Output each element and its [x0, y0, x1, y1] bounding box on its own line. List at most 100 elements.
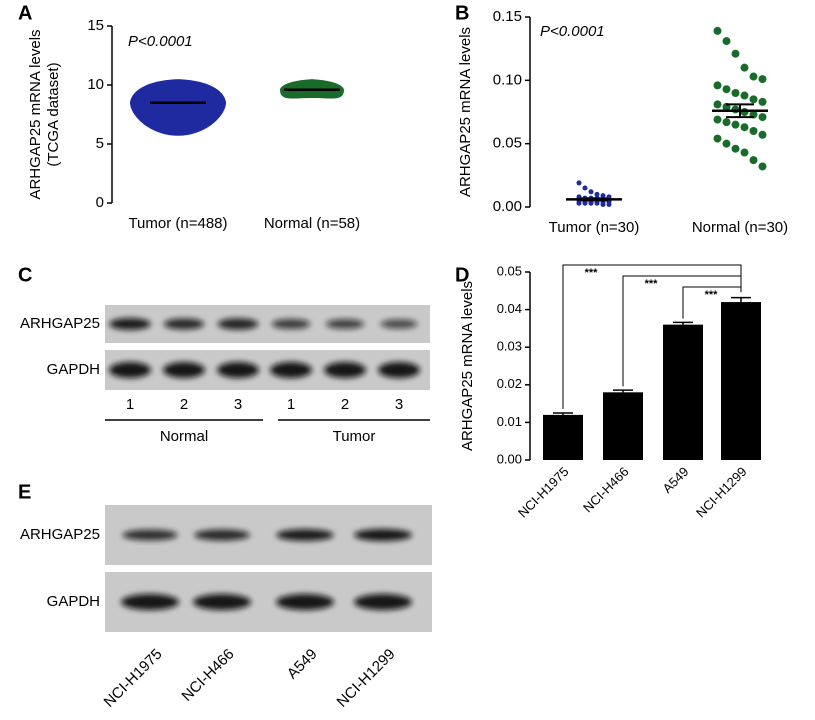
- data-point: [588, 200, 594, 206]
- x-tick-label: A549: [659, 464, 691, 496]
- data-point: [740, 123, 749, 132]
- bar: [663, 324, 703, 460]
- lane-label: 2: [341, 396, 349, 413]
- bar: [603, 392, 643, 460]
- y-tick-label: 0.03: [497, 339, 522, 354]
- data-point: [576, 200, 582, 206]
- data-point: [713, 81, 722, 90]
- band: [380, 319, 418, 329]
- row-label: GAPDH: [47, 361, 100, 378]
- y-tick-label: 5: [96, 135, 104, 152]
- x-tick-label: Tumor (n=30): [549, 219, 640, 236]
- data-point: [740, 108, 749, 116]
- data-point: [758, 97, 767, 106]
- data-point: [731, 120, 740, 129]
- significance-bracket: [682, 286, 742, 319]
- data-point: [731, 89, 740, 97]
- row-label: ARHGAP25: [20, 526, 100, 543]
- lane-label: 1: [126, 396, 134, 413]
- data-point: [749, 127, 758, 135]
- data-point: [749, 72, 758, 81]
- data-point: [594, 191, 600, 197]
- data-point: [731, 49, 740, 58]
- data-point: [731, 144, 740, 153]
- band: [324, 362, 366, 378]
- y-tick-label: 0.00: [497, 451, 522, 466]
- row-label: GAPDH: [47, 593, 100, 610]
- band: [163, 318, 205, 330]
- error-bar: [553, 412, 573, 415]
- band: [325, 319, 365, 329]
- band: [122, 529, 178, 541]
- band: [217, 318, 259, 330]
- panel-letter: A: [18, 2, 32, 24]
- panel-letter: E: [18, 481, 31, 503]
- significance-label: ***: [705, 289, 719, 301]
- error-bar: [731, 296, 751, 303]
- panel-letter: C: [18, 264, 32, 286]
- x-tick-label: Normal (n=58): [264, 215, 360, 232]
- data-point: [740, 63, 749, 72]
- lane-label: 3: [234, 396, 242, 413]
- data-point: [722, 37, 731, 46]
- y-tick-label: 0.00: [493, 198, 522, 215]
- data-point: [713, 26, 722, 35]
- band: [271, 318, 311, 330]
- band: [354, 594, 412, 610]
- error-bar: [673, 321, 693, 325]
- band: [193, 594, 251, 610]
- y-axis-label: ARHGAP25 mRNA levels: [459, 281, 476, 451]
- lane-label: NCI-H1299: [334, 646, 399, 711]
- data-point: [749, 95, 758, 104]
- y-tick-label: 0.10: [493, 71, 522, 88]
- band: [109, 362, 151, 378]
- data-point: [713, 115, 722, 124]
- x-tick-label: NCI-H466: [580, 464, 631, 515]
- data-point: [594, 200, 600, 206]
- data-point: [600, 193, 606, 199]
- lane-label: 1: [287, 396, 295, 413]
- group-label: Normal: [160, 428, 208, 445]
- band: [163, 362, 205, 378]
- data-point: [749, 156, 758, 165]
- data-point: [731, 105, 740, 114]
- data-point: [576, 180, 582, 186]
- group-label: Tumor: [333, 428, 376, 445]
- blot-background: [105, 350, 430, 390]
- data-point: [582, 200, 588, 206]
- y-axis-label: ARHGAP25 mRNA levels: [457, 27, 474, 197]
- band: [109, 318, 151, 330]
- data-point: [722, 85, 731, 94]
- p-value: P<0.0001: [540, 23, 605, 40]
- data-point: [713, 100, 722, 109]
- lane-label: 2: [180, 396, 188, 413]
- y-tick-label: 0.02: [497, 376, 522, 391]
- y-tick-label: 15: [87, 17, 104, 34]
- y-tick-label: 0.01: [497, 414, 522, 429]
- band: [378, 362, 420, 378]
- y-tick-label: 0.15: [493, 8, 522, 25]
- p-value: P<0.0001: [128, 33, 193, 50]
- data-point: [740, 148, 749, 157]
- blot-background: [105, 305, 430, 343]
- band: [276, 594, 334, 610]
- data-point: [740, 91, 749, 100]
- data-point: [758, 162, 767, 171]
- band: [121, 594, 179, 610]
- significance-label: ***: [645, 278, 659, 290]
- y-tick-label: 10: [87, 76, 104, 93]
- data-point: [722, 118, 731, 127]
- x-tick-label: Tumor (n=488): [128, 215, 227, 232]
- x-tick-label: NCI-H1299: [693, 464, 750, 521]
- data-point: [588, 189, 594, 195]
- y-axis-label: ARHGAP25 mRNA levels: [27, 29, 44, 199]
- band: [217, 362, 259, 378]
- data-point: [758, 75, 767, 84]
- lane-label: NCI-H466: [178, 646, 237, 705]
- lane-label: A549: [284, 646, 321, 683]
- data-point: [758, 113, 767, 122]
- y-tick-label: 0: [96, 194, 104, 211]
- y-tick-label: 0.05: [493, 135, 522, 152]
- lane-label: NCI-H1975: [101, 646, 166, 711]
